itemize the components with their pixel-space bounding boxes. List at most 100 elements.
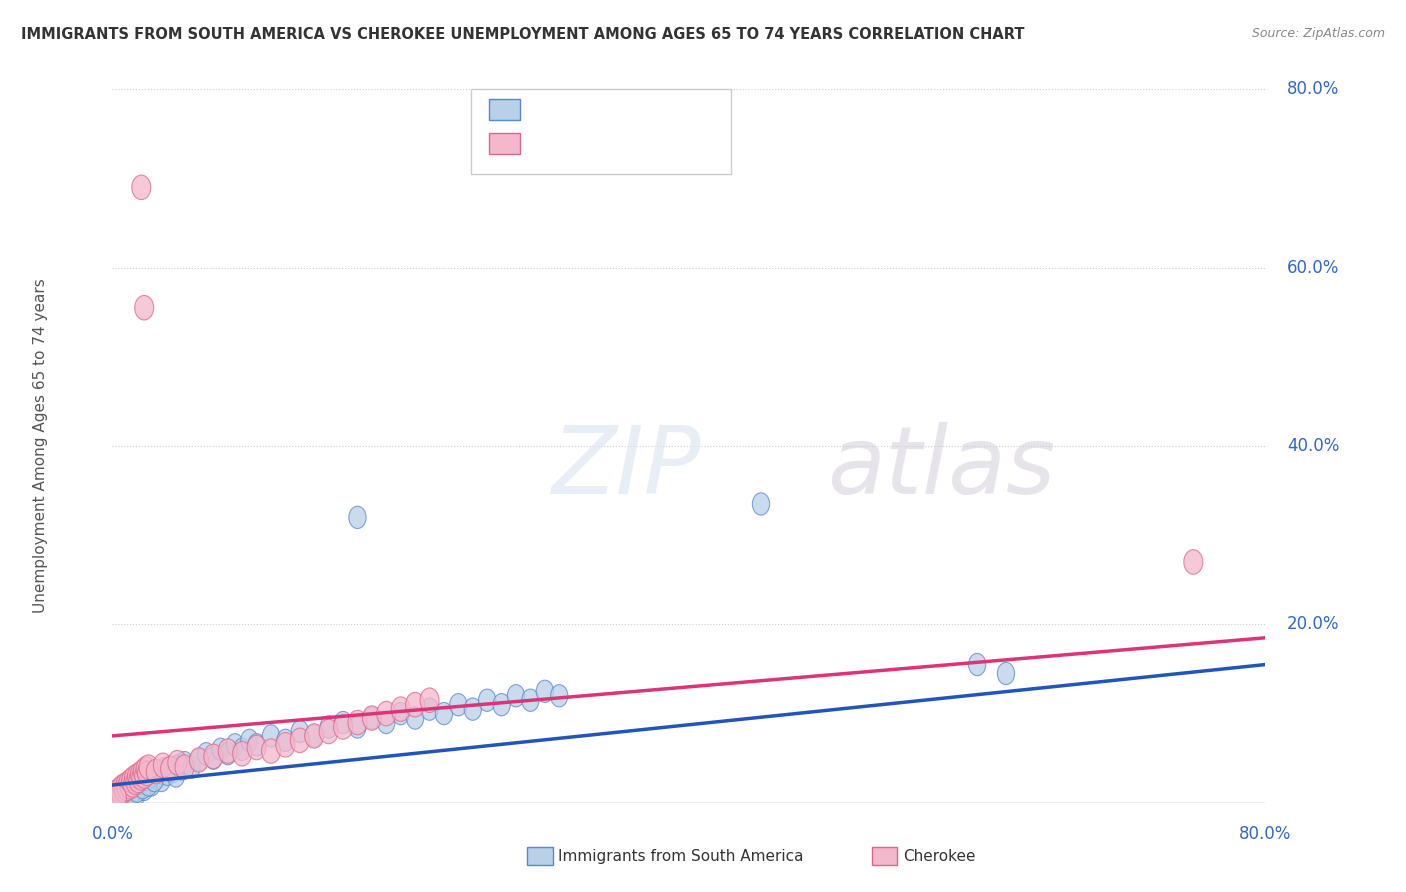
Ellipse shape xyxy=(107,785,127,810)
Ellipse shape xyxy=(405,692,425,717)
Ellipse shape xyxy=(204,744,224,769)
Ellipse shape xyxy=(122,783,139,805)
Ellipse shape xyxy=(117,785,134,806)
Ellipse shape xyxy=(132,765,150,790)
Ellipse shape xyxy=(128,780,146,803)
Ellipse shape xyxy=(125,765,143,790)
Ellipse shape xyxy=(263,724,280,747)
Ellipse shape xyxy=(132,769,150,792)
Ellipse shape xyxy=(120,783,136,805)
Ellipse shape xyxy=(276,732,295,757)
Ellipse shape xyxy=(436,703,453,724)
Ellipse shape xyxy=(392,703,409,724)
Ellipse shape xyxy=(145,763,162,786)
Ellipse shape xyxy=(107,780,127,805)
Ellipse shape xyxy=(132,175,150,200)
Ellipse shape xyxy=(160,756,180,781)
Ellipse shape xyxy=(120,771,138,796)
Ellipse shape xyxy=(233,739,250,760)
Ellipse shape xyxy=(969,653,986,676)
Ellipse shape xyxy=(335,712,352,733)
Ellipse shape xyxy=(205,747,222,769)
Ellipse shape xyxy=(146,769,163,792)
Ellipse shape xyxy=(333,714,353,739)
Ellipse shape xyxy=(162,756,179,778)
Text: 0.0%: 0.0% xyxy=(91,825,134,843)
Ellipse shape xyxy=(1184,549,1204,574)
Text: 40.0%: 40.0% xyxy=(1286,437,1340,455)
Ellipse shape xyxy=(125,775,143,797)
Ellipse shape xyxy=(134,773,152,796)
Ellipse shape xyxy=(120,778,136,801)
Text: 80.0%: 80.0% xyxy=(1286,80,1340,98)
Ellipse shape xyxy=(127,770,145,795)
Ellipse shape xyxy=(111,785,128,806)
Ellipse shape xyxy=(226,733,243,756)
Ellipse shape xyxy=(420,698,439,721)
Ellipse shape xyxy=(105,783,125,808)
Ellipse shape xyxy=(508,685,524,706)
Ellipse shape xyxy=(115,772,135,797)
Ellipse shape xyxy=(114,781,131,803)
Ellipse shape xyxy=(117,776,136,801)
Ellipse shape xyxy=(131,775,149,797)
Ellipse shape xyxy=(134,759,152,784)
Ellipse shape xyxy=(148,760,165,783)
Ellipse shape xyxy=(347,710,367,735)
Ellipse shape xyxy=(108,785,128,810)
Text: 60.0%: 60.0% xyxy=(1286,259,1340,277)
Ellipse shape xyxy=(536,680,554,703)
Ellipse shape xyxy=(290,728,309,753)
Ellipse shape xyxy=(139,773,157,796)
Text: 80.0%: 80.0% xyxy=(1239,825,1292,843)
Ellipse shape xyxy=(450,694,467,715)
Ellipse shape xyxy=(124,772,142,797)
Ellipse shape xyxy=(319,719,339,744)
Ellipse shape xyxy=(112,785,129,808)
Ellipse shape xyxy=(128,783,146,805)
Ellipse shape xyxy=(176,751,193,773)
Ellipse shape xyxy=(165,760,181,783)
Ellipse shape xyxy=(138,761,156,786)
Ellipse shape xyxy=(121,785,138,808)
Ellipse shape xyxy=(111,783,128,805)
Ellipse shape xyxy=(464,698,481,721)
Text: Immigrants from South America: Immigrants from South America xyxy=(558,849,804,863)
Ellipse shape xyxy=(305,724,323,747)
Ellipse shape xyxy=(420,688,439,713)
Ellipse shape xyxy=(143,773,160,796)
Ellipse shape xyxy=(139,764,157,787)
Ellipse shape xyxy=(139,755,157,780)
Ellipse shape xyxy=(121,774,139,799)
Ellipse shape xyxy=(150,764,167,787)
Ellipse shape xyxy=(752,492,769,516)
Ellipse shape xyxy=(167,750,187,775)
Ellipse shape xyxy=(134,776,152,799)
Ellipse shape xyxy=(247,733,266,756)
Ellipse shape xyxy=(197,742,215,765)
Ellipse shape xyxy=(122,768,141,793)
Ellipse shape xyxy=(363,706,381,730)
Text: atlas: atlas xyxy=(827,422,1056,513)
Ellipse shape xyxy=(129,772,148,795)
Ellipse shape xyxy=(143,764,160,787)
Ellipse shape xyxy=(218,739,238,764)
Ellipse shape xyxy=(212,739,229,760)
Ellipse shape xyxy=(321,715,337,739)
Ellipse shape xyxy=(167,764,184,787)
Ellipse shape xyxy=(129,768,148,793)
Ellipse shape xyxy=(153,769,170,792)
Text: Unemployment Among Ages 65 to 74 years: Unemployment Among Ages 65 to 74 years xyxy=(32,278,48,614)
Text: IMMIGRANTS FROM SOUTH AMERICA VS CHEROKEE UNEMPLOYMENT AMONG AGES 65 TO 74 YEARS: IMMIGRANTS FROM SOUTH AMERICA VS CHEROKE… xyxy=(21,27,1025,42)
Ellipse shape xyxy=(125,773,143,796)
Ellipse shape xyxy=(522,689,538,712)
Ellipse shape xyxy=(128,764,146,789)
Ellipse shape xyxy=(136,766,155,789)
Ellipse shape xyxy=(135,764,153,789)
Ellipse shape xyxy=(112,774,132,799)
Ellipse shape xyxy=(135,295,153,320)
Ellipse shape xyxy=(305,723,323,748)
Ellipse shape xyxy=(153,753,173,778)
Ellipse shape xyxy=(173,758,190,780)
Ellipse shape xyxy=(170,754,187,776)
